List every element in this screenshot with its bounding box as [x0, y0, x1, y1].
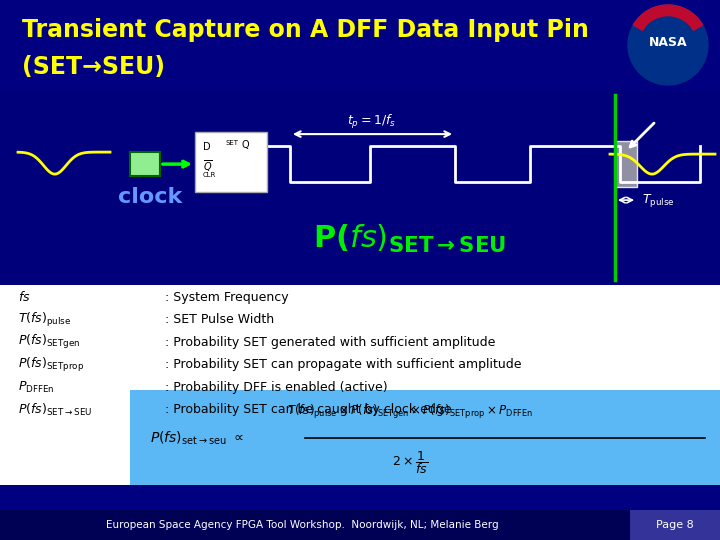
Text: $P(\it{fs})_{\rm SETprop}$: $P(\it{fs})_{\rm SETprop}$ [18, 356, 84, 374]
Text: $T(\it{fs})_{\rm pulse}$: $T(\it{fs})_{\rm pulse}$ [18, 310, 71, 329]
Circle shape [640, 17, 696, 73]
Text: $\it{fs}$: $\it{fs}$ [18, 290, 31, 304]
Text: $t_p = 1/f_s$: $t_p = 1/f_s$ [348, 113, 397, 131]
Text: $P_{\rm DFFEn}$: $P_{\rm DFFEn}$ [18, 380, 55, 395]
Text: $P(\it{fs})_{\rm SET\rightarrow SEU}$: $P(\it{fs})_{\rm SET\rightarrow SEU}$ [18, 402, 92, 418]
Text: $\bf{P(\it{fs})}$$\bf{_{SET\rightarrow SEU}}$: $\bf{P(\it{fs})}$$\bf{_{SET\rightarrow S… [313, 223, 507, 255]
Bar [0, 510, 720, 540]
Bar [630, 510, 720, 540]
Text: D: D [203, 142, 211, 152]
Text: NASA: NASA [649, 37, 688, 50]
Text: $T_{\rm pulse}$: $T_{\rm pulse}$ [642, 192, 675, 208]
Text: : Probability SET can be caught by clock edge: : Probability SET can be caught by clock… [165, 403, 451, 416]
Wedge shape [634, 5, 703, 45]
Text: SET: SET [225, 140, 238, 146]
Bar [195, 132, 267, 192]
Text: Q: Q [241, 140, 248, 150]
Text: Page 8: Page 8 [656, 520, 694, 530]
Bar [130, 390, 720, 485]
Text: $P(\it{fs})_{\rm SETgen}$: $P(\it{fs})_{\rm SETgen}$ [18, 333, 81, 351]
Text: $\overline{Q}$: $\overline{Q}$ [203, 158, 212, 174]
Bar [615, 141, 637, 187]
Circle shape [628, 5, 708, 85]
Text: clock: clock [118, 187, 182, 207]
Text: Transient Capture on A DFF Data Input Pin: Transient Capture on A DFF Data Input Pi… [22, 18, 589, 42]
Bar [0, 285, 720, 485]
Text: (SET→SEU): (SET→SEU) [22, 55, 165, 79]
Bar [130, 152, 160, 176]
Text: : System Frequency: : System Frequency [165, 291, 289, 303]
Bar [0, 90, 720, 285]
Text: European Space Agency FPGA Tool Workshop.  Noordwijk, NL; Melanie Berg: European Space Agency FPGA Tool Workshop… [106, 520, 499, 530]
Text: $T(fs)_{\rm pulse} \times P(fs)_{\rm SETgen} \times P(fs)_{\rm SETprop} \times P: $T(fs)_{\rm pulse} \times P(fs)_{\rm SET… [287, 403, 533, 421]
Text: : Probability SET can propagate with sufficient amplitude: : Probability SET can propagate with suf… [165, 359, 521, 372]
Text: : SET Pulse Width: : SET Pulse Width [165, 313, 274, 326]
Text: CLR: CLR [203, 172, 217, 178]
Text: $P(fs)_{\rm set \rightarrow seu}\ \propto$: $P(fs)_{\rm set \rightarrow seu}\ \propt… [150, 429, 243, 447]
Text: $2 \times \dfrac{1}{fs}$: $2 \times \dfrac{1}{fs}$ [392, 449, 428, 476]
Text: : Probability SET generated with sufficient amplitude: : Probability SET generated with suffici… [165, 336, 495, 349]
Text: : Probability DFF is enabled (active): : Probability DFF is enabled (active) [165, 381, 387, 394]
